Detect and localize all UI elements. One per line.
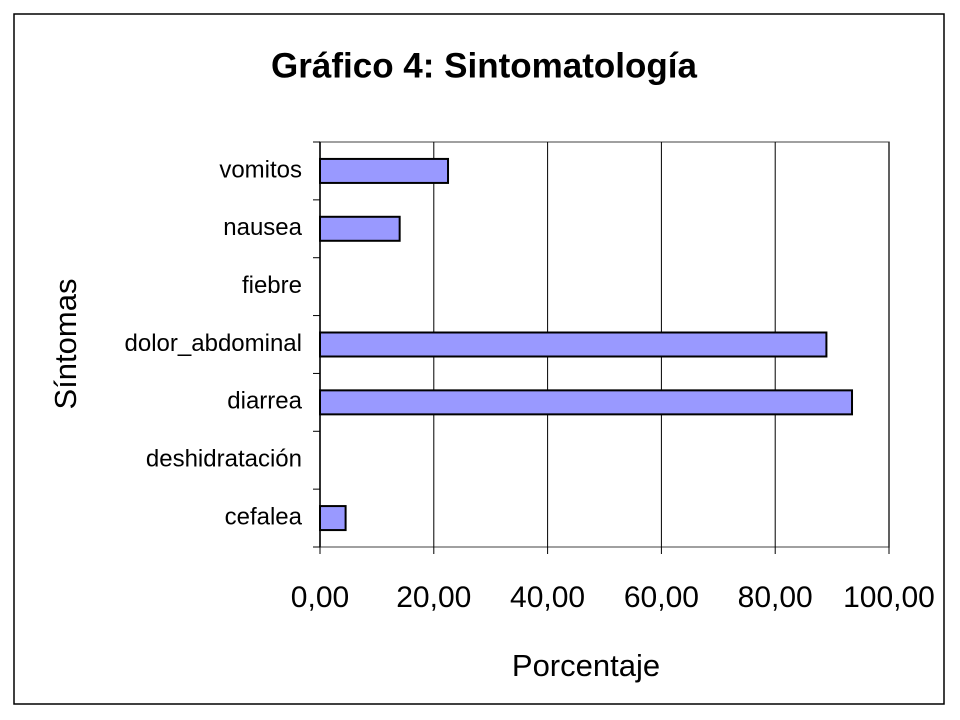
y-tick-label: fiebre xyxy=(242,272,302,299)
bar xyxy=(319,389,854,416)
x-tick-label: 60,00 xyxy=(624,581,699,614)
x-tick-label: 20,00 xyxy=(396,581,471,614)
bar xyxy=(319,215,401,242)
y-tick-label: vomitos xyxy=(219,156,302,183)
x-tick-label: 100,00 xyxy=(843,581,935,614)
y-axis-title: Síntomas xyxy=(48,279,83,410)
chart-title: Gráfico 4: Sintomatología xyxy=(271,46,697,85)
bar xyxy=(319,331,828,358)
y-tick-label: deshidratación xyxy=(146,446,302,473)
x-tick-label: 0,00 xyxy=(291,581,349,614)
y-tick-label: diarrea xyxy=(227,388,302,415)
x-tick-label: 40,00 xyxy=(510,581,585,614)
y-tick-label: dolor_abdominal xyxy=(125,330,302,357)
bar xyxy=(319,157,450,184)
y-tick-label: nausea xyxy=(223,214,302,241)
x-tick-label: 80,00 xyxy=(738,581,813,614)
y-tick-label: cefalea xyxy=(225,503,303,530)
bar xyxy=(319,505,347,532)
x-axis-title: Porcentaje xyxy=(512,648,660,683)
